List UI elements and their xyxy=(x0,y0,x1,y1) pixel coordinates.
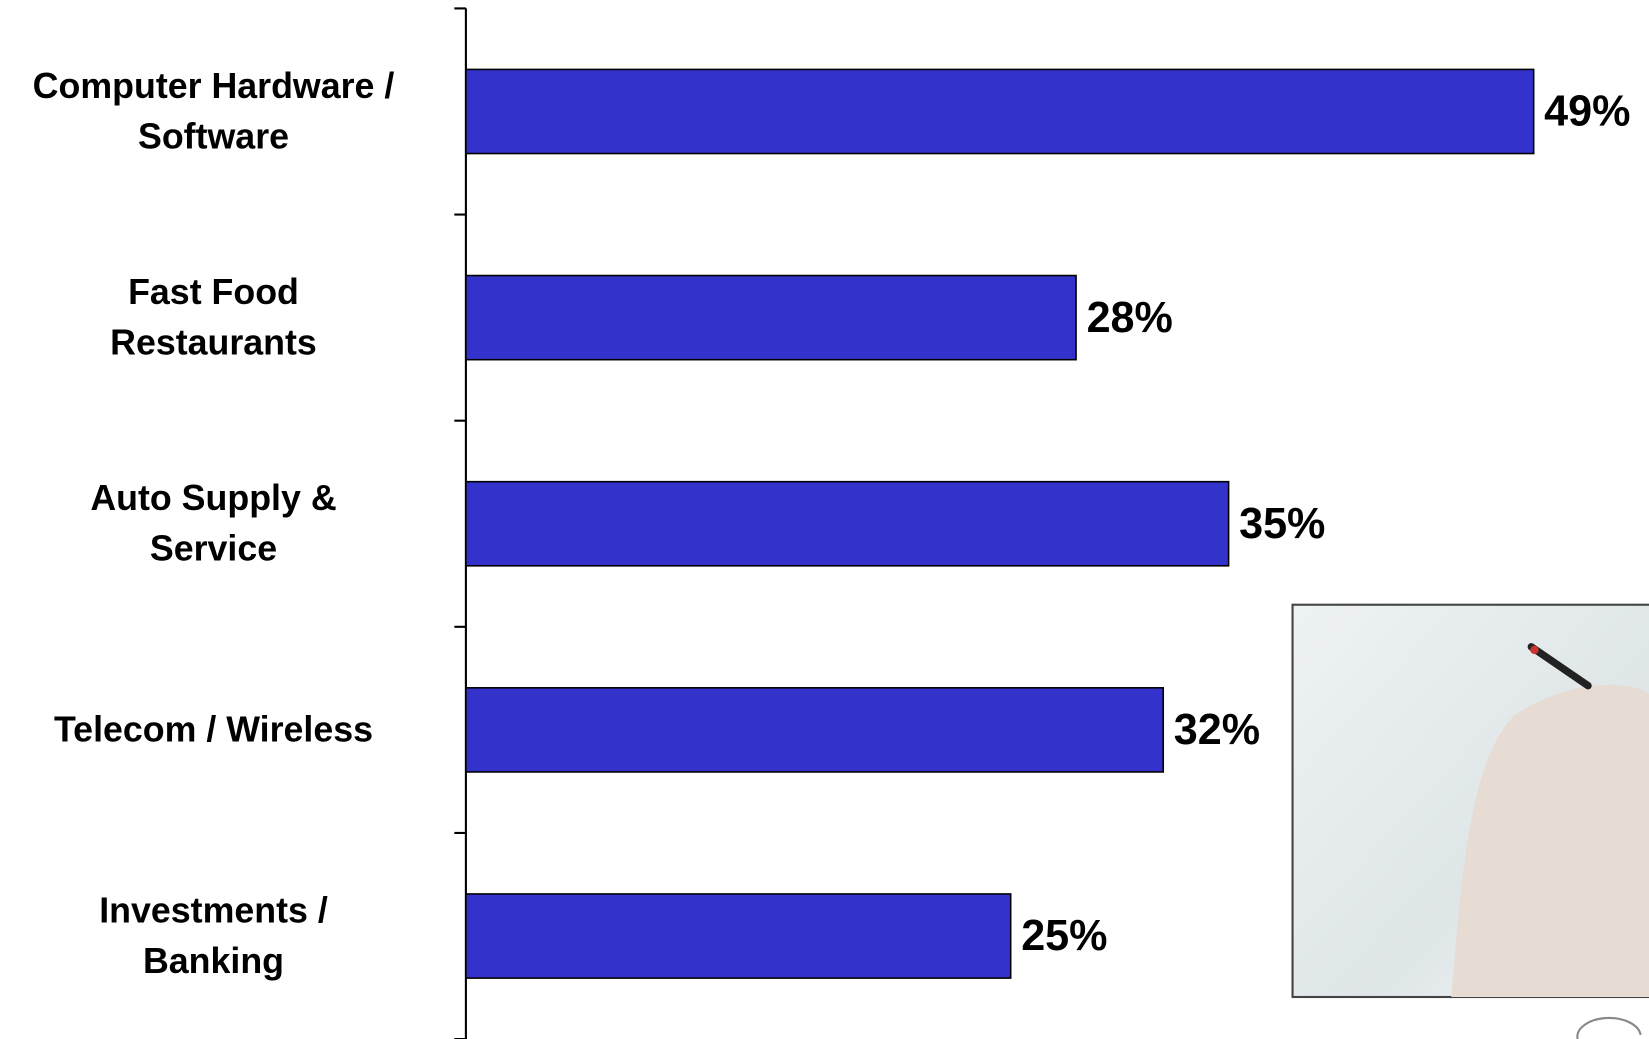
photo-pen xyxy=(1527,643,1592,690)
bar xyxy=(465,480,1230,567)
value-label: 35% xyxy=(1239,499,1326,548)
category-label: Computer Hardware / Software xyxy=(32,66,395,157)
bar xyxy=(465,687,1165,773)
value-label: 28% xyxy=(1086,292,1173,342)
category-label: Investments / Banking xyxy=(99,890,328,982)
photo xyxy=(1291,603,1649,999)
category-label: Telecom / Wireless xyxy=(53,709,373,750)
corner-mark xyxy=(1576,1016,1642,1039)
photo-pen-tip xyxy=(1530,645,1539,655)
value-label: 25% xyxy=(1021,911,1108,960)
bar xyxy=(465,274,1077,361)
bar xyxy=(465,893,1012,979)
category-label: Auto Supply & Service xyxy=(90,478,337,569)
value-label: 32% xyxy=(1173,705,1261,754)
category-label: Fast Food Restaurants xyxy=(110,272,317,363)
photo-hand xyxy=(1451,684,1649,998)
bar xyxy=(465,68,1535,155)
value-label: 49% xyxy=(1544,86,1631,136)
